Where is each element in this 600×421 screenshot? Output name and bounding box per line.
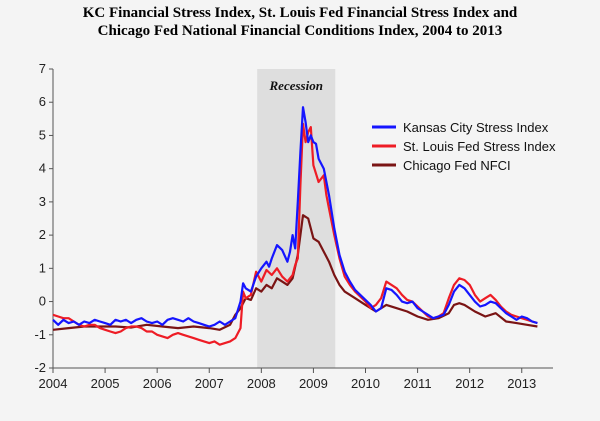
- x-tick-label: 2007: [195, 376, 224, 391]
- legend-label: St. Louis Fed Stress Index: [403, 139, 556, 154]
- x-tick-label: 2010: [351, 376, 380, 391]
- legend-label: Kansas City Stress Index: [403, 120, 549, 135]
- y-tick-label: 1: [39, 260, 46, 275]
- y-tick-label: 6: [39, 94, 46, 109]
- x-tick-label: 2006: [143, 376, 172, 391]
- x-tick-label: 2004: [39, 376, 68, 391]
- y-tick-label: -1: [34, 327, 46, 342]
- y-tick-label: 5: [39, 127, 46, 142]
- chart-title-line-1: KC Financial Stress Index, St. Louis Fed…: [82, 5, 518, 21]
- chart-title-line-2: Chicago Fed National Financial Condition…: [97, 23, 503, 39]
- series-line-1: [52, 122, 538, 346]
- x-tick-label: 2012: [455, 376, 484, 391]
- y-tick-label: 2: [39, 227, 46, 242]
- y-tick-label: -2: [34, 360, 46, 375]
- y-tick-label: 3: [39, 194, 46, 209]
- series-line-0: [52, 106, 538, 328]
- x-tick-label: 2005: [91, 376, 120, 391]
- legend-label: Chicago Fed NFCI: [403, 158, 511, 173]
- chart-title: KC Financial Stress Index, St. Louis Fed…: [0, 4, 600, 40]
- y-tick-label: 4: [39, 161, 46, 176]
- x-tick-label: 2013: [507, 376, 536, 391]
- series-line-2: [52, 214, 538, 331]
- x-tick-label: 2009: [299, 376, 328, 391]
- recession-label: Recession: [269, 78, 323, 93]
- y-tick-label: 7: [39, 61, 46, 76]
- y-tick-label: 0: [39, 294, 46, 309]
- x-tick-label: 2008: [247, 376, 276, 391]
- x-tick-label: 2011: [404, 376, 432, 391]
